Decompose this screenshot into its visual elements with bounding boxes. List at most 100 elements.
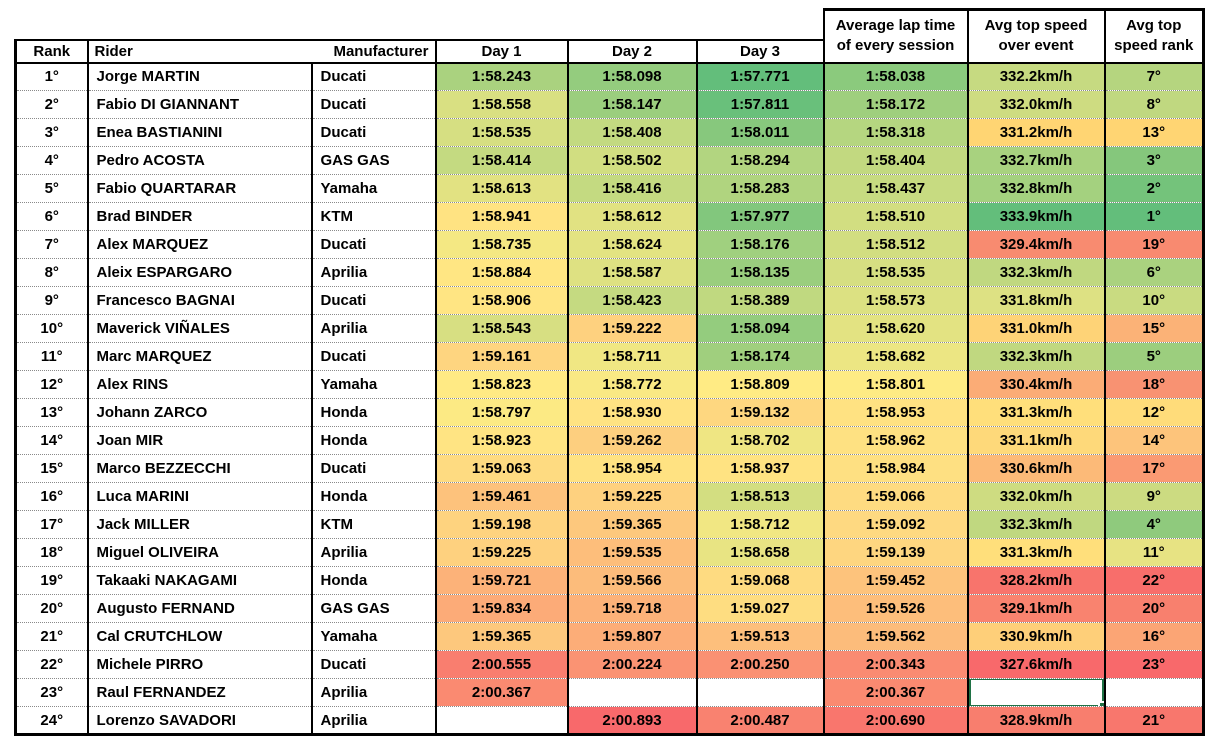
day1-cell[interactable]: 1:58.884 — [434, 258, 569, 287]
rank-cell[interactable]: 1° — [14, 62, 89, 91]
col-header-rank[interactable]: Rank — [14, 38, 89, 64]
speed-rank-cell[interactable]: 17° — [1103, 454, 1205, 483]
manufacturer-cell[interactable]: Honda — [310, 482, 437, 511]
day3-cell[interactable]: 1:58.389 — [695, 286, 825, 315]
rider-cell[interactable]: Augusto FERNAND — [86, 594, 313, 623]
rank-cell[interactable]: 7° — [14, 230, 89, 259]
speed-cell[interactable] — [966, 678, 1106, 707]
manufacturer-cell[interactable]: GAS GAS — [310, 594, 437, 623]
manufacturer-cell[interactable]: Ducati — [310, 230, 437, 259]
rank-cell[interactable]: 15° — [14, 454, 89, 483]
rider-cell[interactable]: Takaaki NAKAGAMI — [86, 566, 313, 595]
speed-cell[interactable]: 330.6km/h — [966, 454, 1106, 483]
rank-cell[interactable]: 18° — [14, 538, 89, 567]
rider-cell[interactable]: Jorge MARTIN — [86, 62, 313, 91]
manufacturer-cell[interactable]: Aprilia — [310, 538, 437, 567]
speed-rank-cell[interactable]: 5° — [1103, 342, 1205, 371]
col-header-day3[interactable]: Day 3 — [695, 38, 825, 64]
col-header-day2[interactable]: Day 2 — [566, 38, 698, 64]
rider-cell[interactable]: Francesco BAGNAI — [86, 286, 313, 315]
manufacturer-cell[interactable]: Honda — [310, 566, 437, 595]
day2-cell[interactable]: 2:00.893 — [566, 706, 698, 736]
manufacturer-cell[interactable]: KTM — [310, 510, 437, 539]
day2-cell[interactable]: 1:59.807 — [566, 622, 698, 651]
col-header-avg-top-speed-rank[interactable]: Avg top speed rank — [1103, 8, 1205, 64]
rider-cell[interactable]: Enea BASTIANINI — [86, 118, 313, 147]
avg-lap-cell[interactable]: 1:59.452 — [822, 566, 969, 595]
rider-cell[interactable]: Aleix ESPARGARO — [86, 258, 313, 287]
speed-rank-cell[interactable]: 4° — [1103, 510, 1205, 539]
speed-cell[interactable]: 332.0km/h — [966, 90, 1106, 119]
speed-cell[interactable]: 327.6km/h — [966, 650, 1106, 679]
day3-cell[interactable]: 1:59.027 — [695, 594, 825, 623]
day1-cell[interactable]: 1:58.558 — [434, 90, 569, 119]
speed-rank-cell[interactable]: 18° — [1103, 370, 1205, 399]
speed-rank-cell[interactable]: 3° — [1103, 146, 1205, 175]
manufacturer-cell[interactable]: Ducati — [310, 454, 437, 483]
manufacturer-cell[interactable]: Ducati — [310, 62, 437, 91]
rank-cell[interactable]: 22° — [14, 650, 89, 679]
day2-cell[interactable]: 1:59.225 — [566, 482, 698, 511]
rider-cell[interactable]: Fabio QUARTARAR — [86, 174, 313, 203]
col-header-avg-top-speed[interactable]: Avg top speed over event — [966, 8, 1106, 64]
speed-rank-cell[interactable]: 23° — [1103, 650, 1205, 679]
day3-cell[interactable]: 1:59.068 — [695, 566, 825, 595]
rider-cell[interactable]: Alex RINS — [86, 370, 313, 399]
speed-cell[interactable]: 332.0km/h — [966, 482, 1106, 511]
rider-cell[interactable]: Pedro ACOSTA — [86, 146, 313, 175]
rider-cell[interactable]: Fabio DI GIANNANT — [86, 90, 313, 119]
speed-rank-cell[interactable]: 10° — [1103, 286, 1205, 315]
speed-cell[interactable]: 331.3km/h — [966, 398, 1106, 427]
rider-cell[interactable]: Raul FERNANDEZ — [86, 678, 313, 707]
speed-cell[interactable]: 332.8km/h — [966, 174, 1106, 203]
day2-cell[interactable]: 1:58.147 — [566, 90, 698, 119]
day2-cell[interactable]: 1:59.222 — [566, 314, 698, 343]
speed-rank-cell[interactable]: 22° — [1103, 566, 1205, 595]
day3-cell[interactable]: 1:58.135 — [695, 258, 825, 287]
avg-lap-cell[interactable]: 1:58.682 — [822, 342, 969, 371]
avg-lap-cell[interactable]: 1:59.066 — [822, 482, 969, 511]
rider-cell[interactable]: Alex MARQUEZ — [86, 230, 313, 259]
rank-cell[interactable]: 12° — [14, 370, 89, 399]
day3-cell[interactable]: 1:58.294 — [695, 146, 825, 175]
speed-rank-cell[interactable]: 15° — [1103, 314, 1205, 343]
manufacturer-cell[interactable]: Aprilia — [310, 706, 437, 736]
speed-rank-cell[interactable]: 9° — [1103, 482, 1205, 511]
avg-lap-cell[interactable]: 1:58.172 — [822, 90, 969, 119]
day1-cell[interactable]: 1:58.735 — [434, 230, 569, 259]
avg-lap-cell[interactable]: 1:58.535 — [822, 258, 969, 287]
manufacturer-cell[interactable]: Honda — [310, 398, 437, 427]
day3-cell[interactable]: 1:59.513 — [695, 622, 825, 651]
day2-cell[interactable]: 1:58.612 — [566, 202, 698, 231]
avg-lap-cell[interactable]: 1:58.437 — [822, 174, 969, 203]
rank-cell[interactable]: 14° — [14, 426, 89, 455]
speed-cell[interactable]: 328.2km/h — [966, 566, 1106, 595]
speed-cell[interactable]: 329.4km/h — [966, 230, 1106, 259]
manufacturer-cell[interactable]: Ducati — [310, 90, 437, 119]
day3-cell[interactable]: 2:00.250 — [695, 650, 825, 679]
day3-cell[interactable]: 1:57.811 — [695, 90, 825, 119]
day3-cell[interactable]: 1:58.094 — [695, 314, 825, 343]
day3-cell[interactable]: 1:58.937 — [695, 454, 825, 483]
speed-cell[interactable]: 331.2km/h — [966, 118, 1106, 147]
col-header-day1[interactable]: Day 1 — [434, 38, 569, 64]
day2-cell[interactable]: 1:59.262 — [566, 426, 698, 455]
speed-rank-cell[interactable]: 2° — [1103, 174, 1205, 203]
speed-cell[interactable]: 332.3km/h — [966, 510, 1106, 539]
day1-cell[interactable]: 1:58.543 — [434, 314, 569, 343]
day1-cell[interactable]: 1:58.923 — [434, 426, 569, 455]
avg-lap-cell[interactable]: 1:59.562 — [822, 622, 969, 651]
day1-cell[interactable]: 1:58.613 — [434, 174, 569, 203]
avg-lap-cell[interactable]: 1:59.526 — [822, 594, 969, 623]
day2-cell[interactable]: 1:59.535 — [566, 538, 698, 567]
day1-cell[interactable]: 2:00.555 — [434, 650, 569, 679]
day3-cell[interactable]: 2:00.487 — [695, 706, 825, 736]
speed-rank-cell[interactable]: 6° — [1103, 258, 1205, 287]
day3-cell[interactable]: 1:58.712 — [695, 510, 825, 539]
avg-lap-cell[interactable]: 1:58.801 — [822, 370, 969, 399]
col-header-average-lap-time[interactable]: Average lap time of every session — [822, 8, 969, 64]
day2-cell[interactable]: 1:58.954 — [566, 454, 698, 483]
day3-cell[interactable]: 1:58.174 — [695, 342, 825, 371]
avg-lap-cell[interactable]: 1:58.512 — [822, 230, 969, 259]
day2-cell[interactable]: 1:58.587 — [566, 258, 698, 287]
